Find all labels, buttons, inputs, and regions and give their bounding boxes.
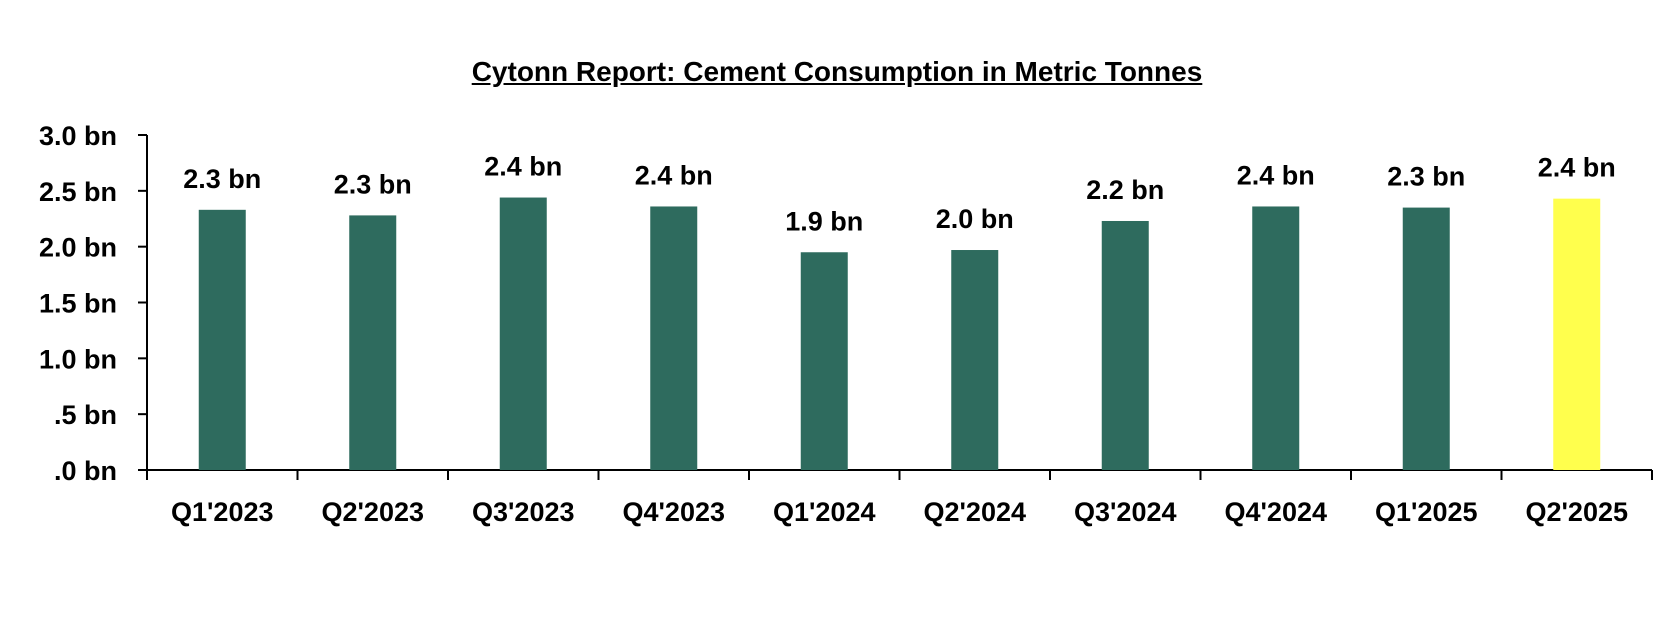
bar-q2-2024 — [951, 250, 999, 470]
x-tick-label: Q1'2024 — [773, 497, 876, 527]
data-label: 2.3 bn — [334, 169, 412, 199]
x-tick-label: Q3'2024 — [1074, 497, 1177, 527]
bar-q1-2025 — [1402, 207, 1450, 471]
y-tick-label: .0 bn — [54, 456, 117, 486]
x-tick-label: Q1'2025 — [1375, 497, 1478, 527]
data-label: 2.4 bn — [1538, 153, 1616, 183]
bar-q4-2024 — [1252, 206, 1300, 470]
y-tick-label: 1.0 bn — [39, 344, 117, 374]
y-tick-label: 2.5 bn — [39, 177, 117, 207]
bar-q3-2024 — [1101, 220, 1149, 470]
chart-title: Cytonn Report: Cement Consumption in Met… — [471, 56, 1203, 87]
bar-q1-2023 — [198, 209, 246, 471]
y-tick-label: .5 bn — [54, 400, 117, 430]
x-tick-label: Q4'2023 — [622, 497, 725, 527]
y-tick-label: 1.5 bn — [39, 289, 117, 319]
bar-q3-2023 — [499, 197, 547, 471]
x-tick-label: Q4'2024 — [1224, 497, 1327, 527]
data-label: 2.4 bn — [484, 152, 562, 182]
x-tick-label: Q3'2023 — [472, 497, 575, 527]
bar-q4-2023 — [650, 206, 698, 470]
x-tick-label: Q2'2024 — [923, 497, 1026, 527]
data-label: 1.9 bn — [785, 206, 863, 236]
bar-q2-2025 — [1553, 198, 1601, 470]
data-label: 2.4 bn — [635, 160, 713, 190]
data-label: 2.4 bn — [1237, 160, 1315, 190]
x-tick-label: Q2'2025 — [1525, 497, 1628, 527]
bar-q1-2024 — [800, 252, 848, 470]
y-tick-label: 2.0 bn — [39, 233, 117, 263]
y-tick-label: 3.0 bn — [39, 121, 117, 151]
bar-q2-2023 — [349, 215, 397, 470]
data-label: 2.2 bn — [1086, 175, 1164, 205]
data-label: 2.0 bn — [936, 204, 1014, 234]
x-tick-label: Q1'2023 — [171, 497, 274, 527]
data-label: 2.3 bn — [1387, 162, 1465, 192]
x-tick-label: Q2'2023 — [321, 497, 424, 527]
data-label: 2.3 bn — [183, 164, 261, 194]
